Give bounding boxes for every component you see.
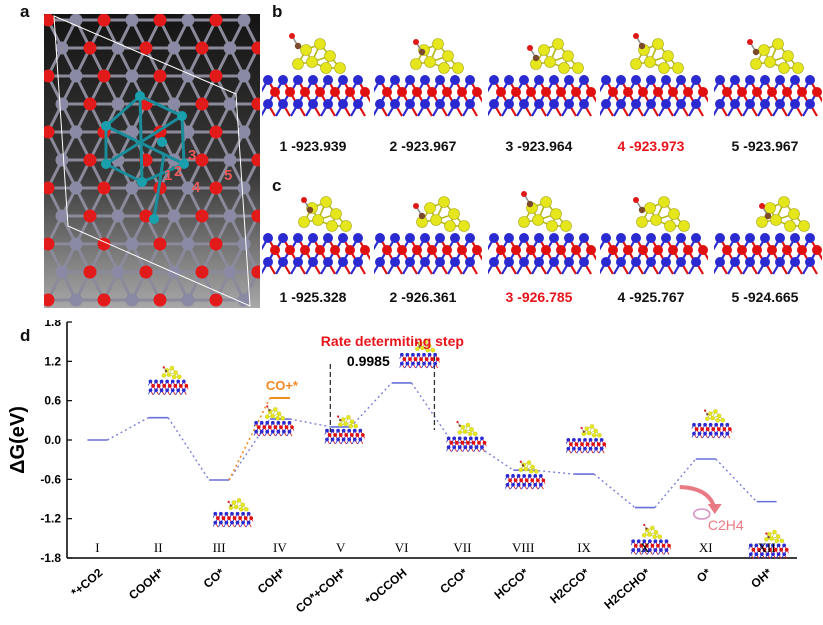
y-tick-label: 1.2: [44, 354, 61, 368]
x-category-label: OH*: [748, 565, 775, 591]
step-numeral: IV: [273, 540, 287, 555]
path-segment: [472, 442, 514, 471]
path-segment: [533, 469, 575, 475]
energy-b-1: 1 -923.939: [279, 138, 347, 154]
site-label-3: 3: [188, 147, 196, 164]
site-label-5: 5: [224, 167, 232, 184]
energy-c-4: 4 -925.767: [617, 289, 685, 305]
x-category-label: H2CCHO*: [601, 565, 653, 612]
x-category-label: CO*: [201, 565, 228, 591]
y-tick-label: -1.2: [40, 512, 61, 526]
barrier-label: 0.9985: [347, 353, 390, 369]
b-structure-3: [488, 38, 596, 117]
c-structure-4: [600, 196, 708, 275]
step-numeral: XI: [699, 540, 713, 555]
c-structure-1: [262, 196, 370, 275]
step-numeral: XII: [758, 540, 776, 555]
energy-c-2: 2 -926.361: [389, 289, 457, 305]
c-structure-3: [488, 191, 596, 275]
intermediate-structure: [253, 405, 294, 437]
energy-c-5: 5 -924.665: [731, 289, 799, 305]
step-numeral: I: [95, 540, 99, 555]
intermediate-structure: [630, 523, 671, 555]
c-structure-2: [374, 196, 482, 275]
x-category-label: *OCCOH: [363, 566, 410, 608]
path-segment: [289, 418, 331, 428]
x-category-label: CCO*: [437, 565, 470, 596]
step-numeral: III: [213, 540, 226, 555]
co-path: [228, 397, 271, 481]
panel-letter-c: c: [272, 176, 282, 195]
step-numeral: II: [154, 540, 163, 555]
site-label-2: 2: [174, 163, 182, 180]
energy-b-2: 2 -923.967: [389, 138, 457, 154]
x-category-label: COOH*: [126, 565, 166, 602]
y-axis-label: ΔG(eV): [7, 406, 29, 474]
y-tick-label: 1.8: [44, 320, 61, 329]
free-energy-diagram: 1.81.20.60.0-0.6-1.2-1.8ΔG(eV) I II III IV V…: [7, 320, 797, 616]
lattice-top-view-image: 1 2 3 4 5: [44, 14, 260, 308]
intermediate-structure: [148, 365, 189, 395]
path-segment: [167, 417, 210, 481]
intermediate-structure: [691, 409, 732, 439]
intermediate-structure: [566, 424, 607, 454]
panel-letter-a: a: [20, 2, 30, 21]
c-structure-5: [714, 196, 822, 275]
energy-c-1: 1 -925.328: [279, 289, 347, 305]
intermediate-structure: [446, 420, 487, 452]
path-segment: [411, 382, 453, 444]
c2h4-arrow: [679, 485, 716, 507]
x-category-label: O*: [694, 565, 714, 585]
step-numeral: VII: [453, 540, 471, 555]
path-segment: [715, 458, 758, 503]
path-segment: [107, 417, 149, 441]
panel-letter-d: d: [20, 326, 31, 345]
panel-letter-b: b: [272, 2, 283, 21]
x-category-label: HCCO*: [492, 565, 532, 602]
step-numeral: IX: [577, 540, 591, 555]
rds-label: Rate determiting step: [321, 333, 464, 349]
b-structure-1: [262, 33, 370, 117]
step-numeral: VI: [395, 540, 409, 555]
site-label-1: 1: [164, 167, 172, 184]
path-segment: [593, 473, 636, 509]
step-numeral: VIII: [512, 540, 534, 555]
energy-b-3: 3 -923.964: [505, 138, 573, 154]
y-tick-label: -0.6: [40, 472, 61, 486]
y-tick-label: 0.0: [44, 433, 61, 447]
b-structure-4: [600, 33, 708, 117]
intermediate-structure: [505, 460, 546, 490]
x-category-label: H2CCO*: [547, 565, 592, 606]
step-numeral: V: [336, 540, 346, 555]
energy-b-4: 4 -923.973: [617, 138, 685, 154]
site-label-4: 4: [192, 179, 201, 196]
c2h4-label: C2H4: [708, 517, 744, 533]
intermediate-structure: [213, 498, 254, 528]
energy-c-3: 3 -926.785: [505, 289, 573, 305]
intermediate-structure: [324, 415, 365, 445]
x-category-label: COH*: [255, 565, 288, 596]
y-tick-label: 0.6: [44, 394, 61, 408]
b-structure-5: [714, 38, 822, 117]
x-category-label: *+CO2: [68, 565, 105, 599]
path-segment: [350, 382, 393, 428]
y-tick-label: -1.8: [40, 551, 61, 565]
intermediate-structure: [399, 339, 440, 369]
b-structure-2: [374, 38, 482, 117]
step-numeral: X: [640, 540, 650, 555]
path-segment: [654, 458, 697, 508]
energy-b-5: 5 -923.967: [731, 138, 799, 154]
x-category-label: CO*+COH*: [293, 565, 349, 615]
co-label: CO+*: [266, 378, 299, 393]
intermediate-structure: [748, 529, 789, 559]
